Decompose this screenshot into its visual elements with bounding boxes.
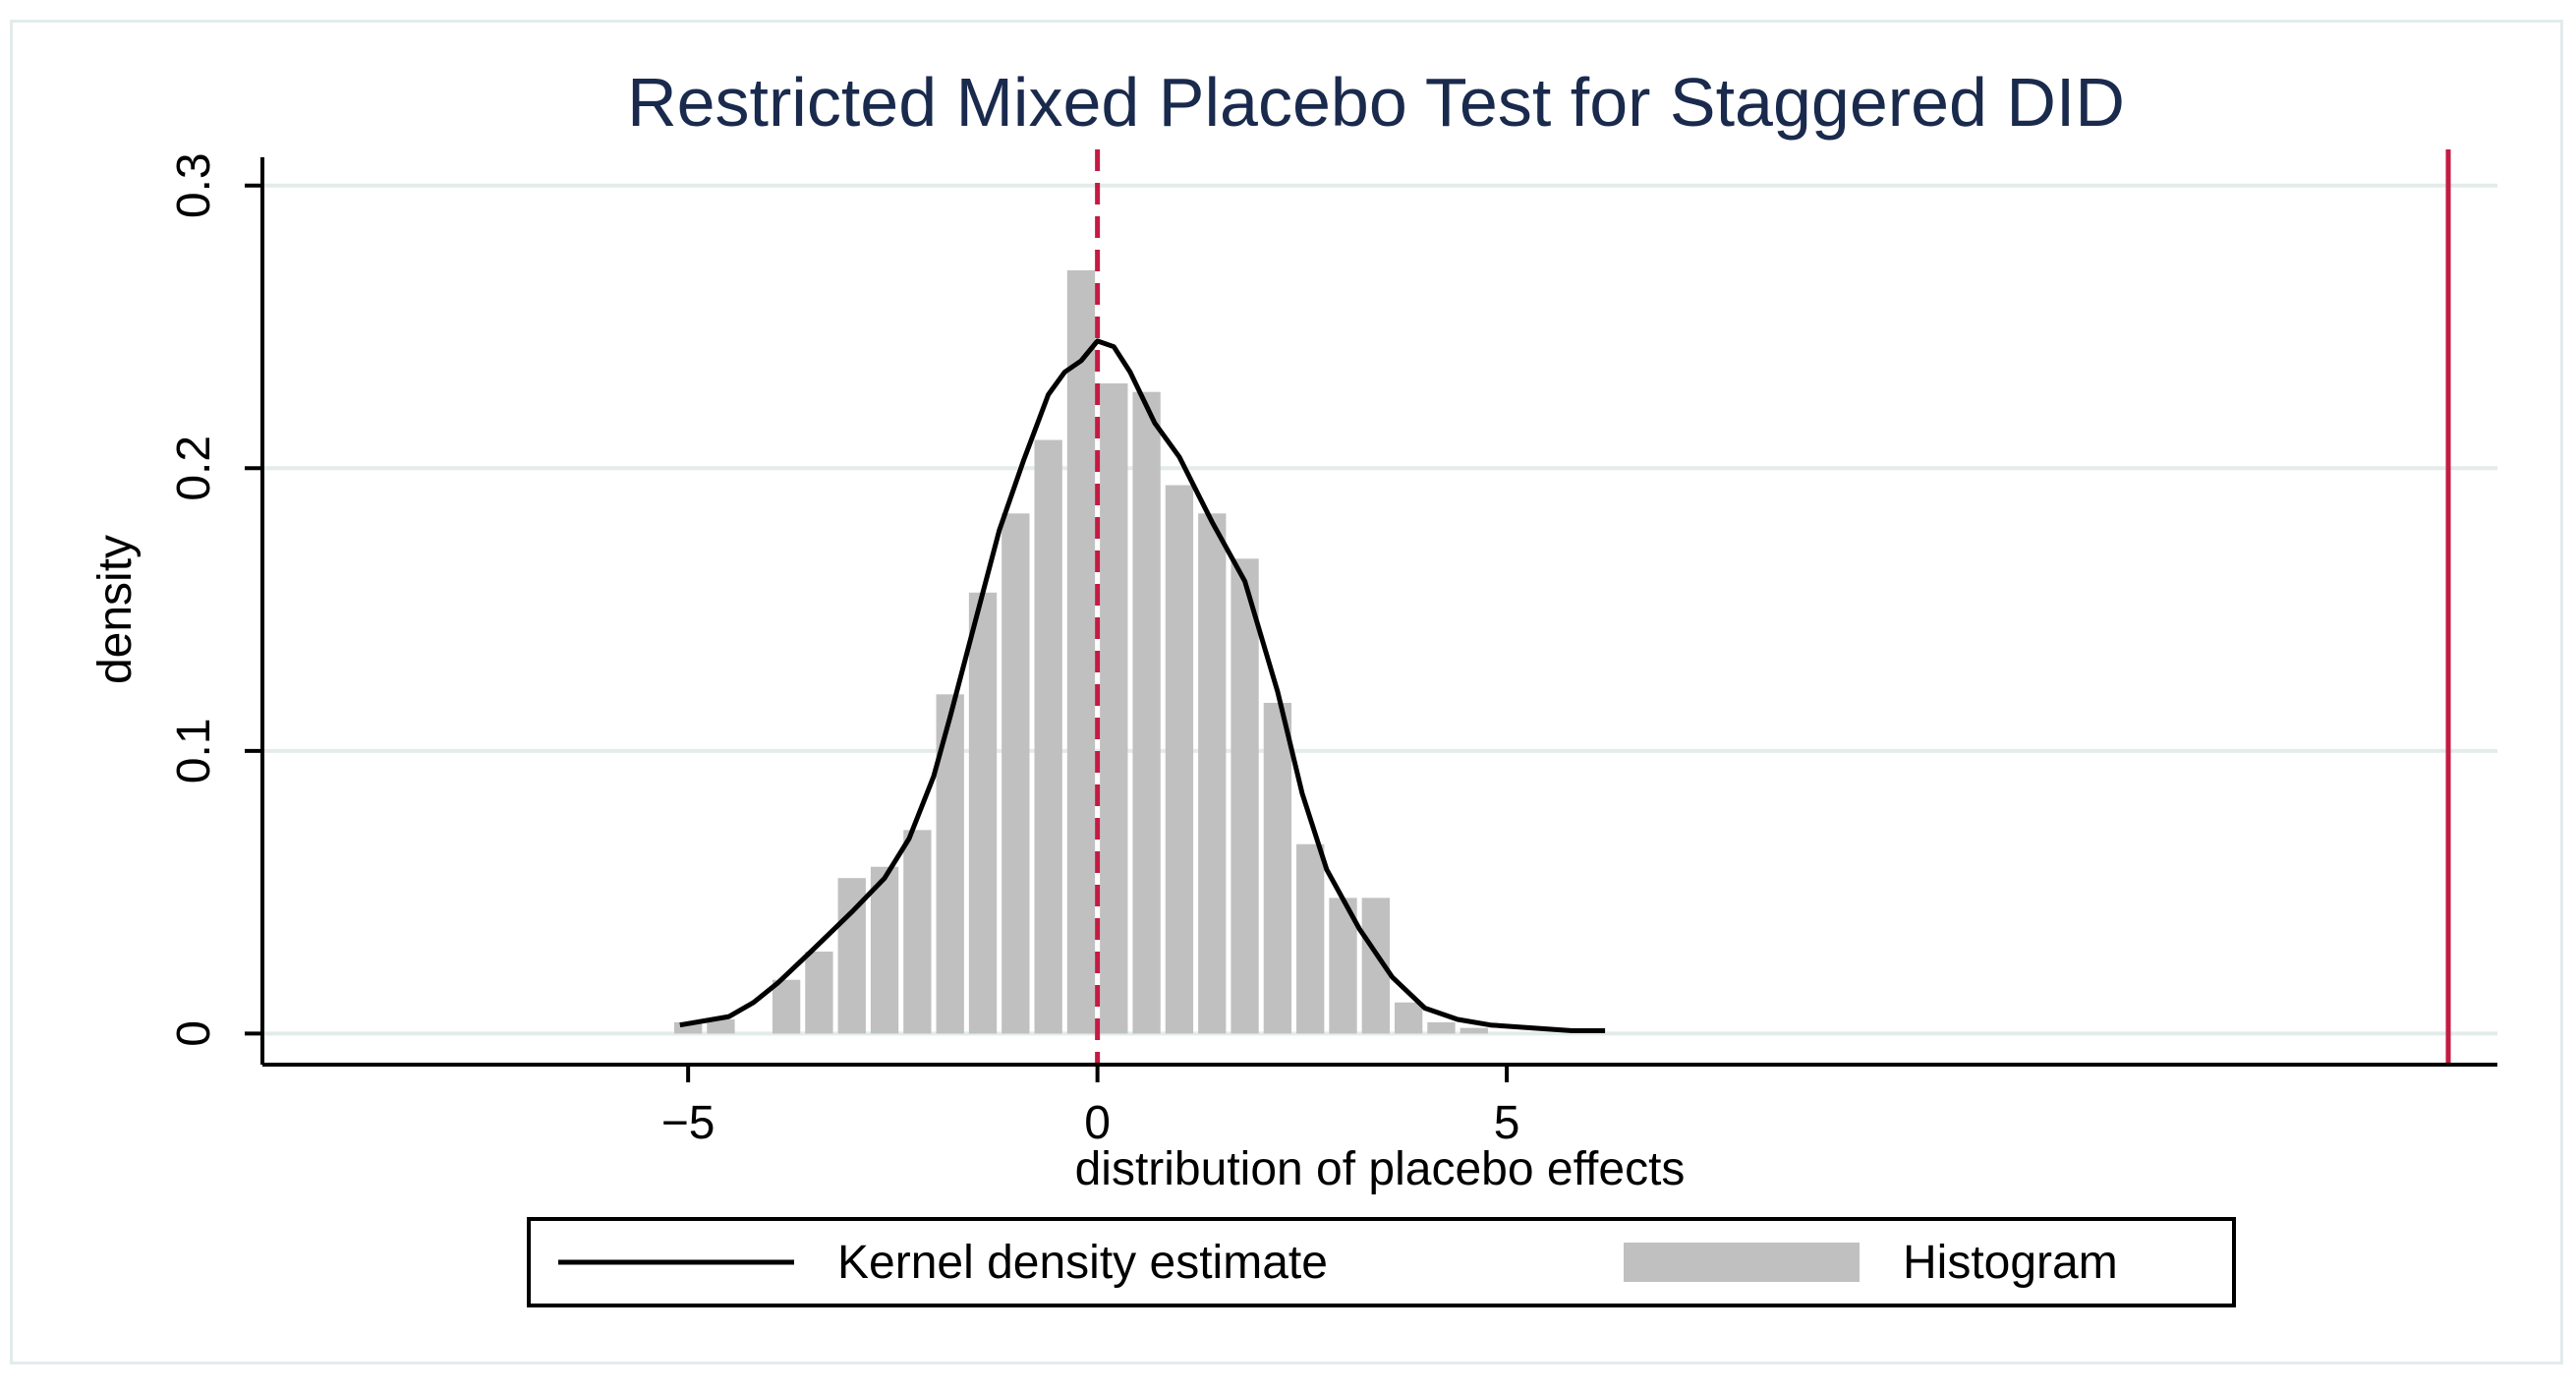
histogram-bar <box>1165 485 1194 1034</box>
histogram-bar <box>903 830 932 1034</box>
axes <box>245 157 2497 1082</box>
histogram-bar <box>1427 1021 1456 1034</box>
chart-title: Restricted Mixed Placebo Test for Stagge… <box>627 64 2125 141</box>
x-tick-labels: −5 0 5 <box>661 1097 1520 1149</box>
figure-frame <box>10 20 2563 1364</box>
histogram-bar <box>1066 270 1096 1034</box>
legend-histogram-swatch <box>1624 1243 1860 1282</box>
histogram-bar <box>772 979 801 1034</box>
histogram-bar <box>707 1018 735 1034</box>
histogram-bar <box>1100 383 1128 1034</box>
legend-kde-label: Kernel density estimate <box>837 1237 1328 1289</box>
histogram-bar <box>968 592 998 1034</box>
y-tick-label: 0.2 <box>168 435 220 501</box>
legend-histogram-label: Histogram <box>1903 1237 2118 1289</box>
y-tick-label: 0 <box>168 1020 220 1047</box>
histogram-bar <box>1002 513 1030 1034</box>
histogram-bar <box>1263 702 1292 1034</box>
y-tick-labels: 0 0.1 0.2 0.3 <box>168 152 220 1046</box>
x-tick-label: 5 <box>1494 1097 1520 1149</box>
histogram-bar <box>1198 513 1227 1034</box>
histogram-bar <box>1460 1027 1488 1034</box>
y-axis-label: density <box>89 535 142 684</box>
histogram-bar <box>1231 558 1259 1034</box>
histogram-bars <box>673 270 1488 1034</box>
histogram-bar <box>870 866 899 1034</box>
histogram-bar <box>1132 391 1161 1034</box>
x-axis-label: distribution of placebo effects <box>1075 1143 1686 1195</box>
histogram-bar <box>805 951 833 1034</box>
legend: Kernel density estimate Histogram <box>527 1217 2236 1307</box>
histogram-bar <box>1296 843 1325 1034</box>
kde-line <box>679 338 1606 1033</box>
y-tick-label: 0.3 <box>168 152 220 218</box>
legend-box <box>527 1217 2236 1307</box>
y-tick-label: 0.1 <box>168 718 220 783</box>
histogram-bar <box>1394 1002 1423 1034</box>
x-tick-label: −5 <box>661 1097 716 1149</box>
reference-lines <box>1095 149 2451 1065</box>
histogram-bar <box>673 1021 703 1034</box>
x-tick-label: 0 <box>1084 1097 1111 1149</box>
histogram-bar <box>1034 439 1062 1034</box>
